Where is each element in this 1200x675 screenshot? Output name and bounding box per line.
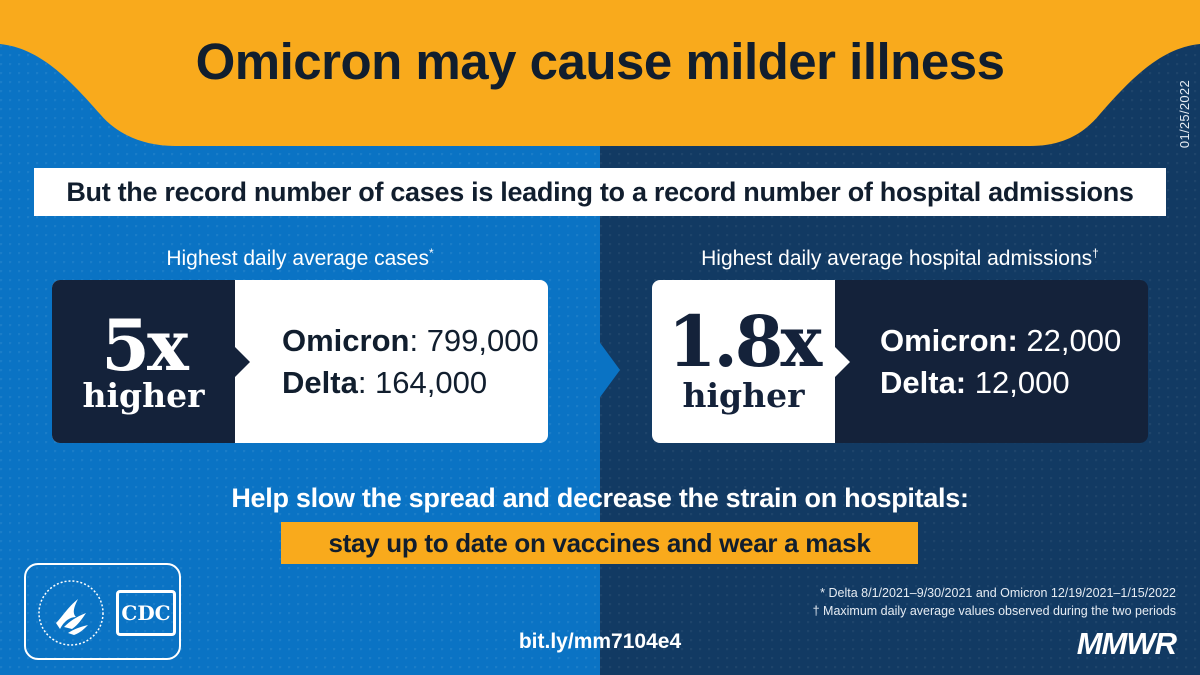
- cases-omicron-label: Omicron: [282, 323, 410, 358]
- cases-panel-label: Highest daily average cases*: [52, 246, 548, 271]
- article-link[interactable]: bit.ly/mm7104e4: [518, 630, 682, 653]
- divider-arrow: [598, 340, 620, 400]
- admissions-delta-row: Delta: 12,000: [880, 362, 1121, 404]
- cases-notch: [235, 346, 250, 377]
- admissions-delta-value: 12,000: [966, 365, 1070, 400]
- admissions-omicron-label: Omicron:: [880, 323, 1018, 358]
- cases-delta-label: Delta: [282, 365, 358, 400]
- admissions-panel-label: Highest daily average hospital admission…: [652, 246, 1148, 271]
- admissions-label-text: Highest daily average hospital admission…: [701, 247, 1093, 270]
- page-title: Omicron may cause milder illness: [195, 33, 1005, 90]
- admissions-notch: [835, 346, 850, 377]
- logo-box: CDC: [24, 563, 181, 660]
- cases-multiplier: 5x: [101, 304, 188, 387]
- footnotes: * Delta 8/1/2021–9/30/2021 and Omicron 1…: [813, 584, 1176, 620]
- cases-multiplier-panel: 5x higher: [52, 280, 235, 443]
- footnote-dagger: † Maximum daily average values observed …: [812, 604, 1176, 618]
- cases-label-mark: *: [428, 246, 434, 260]
- admissions-multiplier-note: higher: [682, 376, 805, 415]
- cases-label-text: Highest daily average cases: [166, 247, 429, 270]
- call-to-action-box: stay up to date on vaccines and wear a m…: [281, 522, 918, 564]
- cases-multiplier-note: higher: [82, 376, 205, 415]
- admissions-multiplier: 1.8x: [667, 300, 823, 383]
- cases-card: 5x higher Omicron: 799,000 Delta: 164,00…: [52, 280, 548, 443]
- cases-omicron-row: Omicron: 799,000: [282, 320, 539, 362]
- admissions-card: 1.8x higher Omicron: 22,000 Delta: 12,00…: [652, 280, 1148, 443]
- title-banner: [0, 0, 1200, 146]
- admissions-omicron-row: Omicron: 22,000: [880, 320, 1121, 362]
- call-to-action-highlight: stay up to date on vaccines and wear a m…: [328, 527, 871, 558]
- admissions-multiplier-panel: 1.8x higher: [652, 280, 835, 443]
- admissions-label-mark: †: [1092, 246, 1099, 260]
- hhs-eagle-seal-icon: [38, 580, 104, 646]
- mmwr-logo: MMWR: [1076, 626, 1177, 661]
- cases-omicron-value: : 799,000: [409, 323, 539, 358]
- call-to-action-text: Help slow the spread and decrease the st…: [231, 483, 969, 513]
- admissions-delta-label: Delta:: [880, 365, 967, 400]
- subtitle-box: But the record number of cases is leadin…: [34, 168, 1166, 216]
- cdc-logo: CDC: [116, 590, 176, 636]
- cases-delta-value: : 164,000: [357, 365, 488, 400]
- cases-delta-row: Delta: 164,000: [282, 362, 539, 404]
- admissions-omicron-value: 22,000: [1017, 323, 1122, 358]
- publish-date: 01/25/2022: [1177, 80, 1192, 149]
- admissions-values: Omicron: 22,000 Delta: 12,000: [880, 320, 1121, 404]
- cases-values: Omicron: 799,000 Delta: 164,000: [282, 320, 539, 404]
- subtitle: But the record number of cases is leadin…: [66, 176, 1134, 207]
- footnote-asterisk: * Delta 8/1/2021–9/30/2021 and Omicron 1…: [820, 586, 1176, 600]
